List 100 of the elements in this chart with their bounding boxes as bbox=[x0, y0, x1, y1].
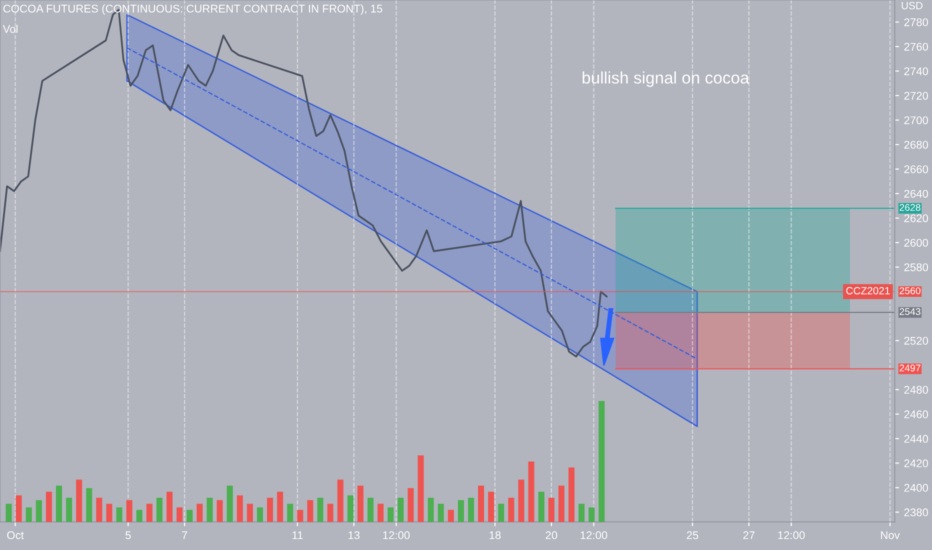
bar bbox=[277, 492, 284, 522]
bar bbox=[106, 504, 112, 522]
x-tick-label: 11 bbox=[292, 531, 303, 540]
y-tick-label: 2400 bbox=[904, 484, 928, 492]
x-tick-label: 12:00 bbox=[580, 531, 608, 540]
x-tick-label: 12:00 bbox=[778, 531, 805, 540]
x-tick-label: Nov bbox=[881, 531, 900, 540]
bar bbox=[26, 507, 32, 522]
bar bbox=[368, 498, 374, 522]
y-tick-label: 2460 bbox=[904, 410, 928, 418]
x-tick-label: 27 bbox=[743, 531, 755, 540]
bar bbox=[226, 486, 233, 522]
bar bbox=[186, 510, 193, 522]
ref-line-label: 2560 bbox=[900, 287, 920, 294]
bar bbox=[126, 500, 132, 522]
bar bbox=[96, 498, 102, 522]
bar bbox=[388, 507, 394, 522]
bar bbox=[6, 504, 12, 522]
annotation: CCZ2021 bbox=[846, 287, 890, 294]
x-tick-label: 18 bbox=[490, 531, 501, 540]
bar bbox=[327, 504, 334, 522]
bar bbox=[408, 488, 414, 522]
bar bbox=[468, 498, 474, 522]
x-tick-label: 13 bbox=[348, 531, 360, 540]
y-tick-label: 2700 bbox=[904, 116, 928, 124]
bar bbox=[428, 498, 434, 522]
y-tick-label: 2620 bbox=[904, 214, 928, 222]
y-axis-title: USD bbox=[902, 2, 922, 10]
bar bbox=[438, 504, 444, 522]
ref-line-label: 2497 bbox=[900, 364, 920, 372]
bar bbox=[548, 498, 554, 522]
y-tick-label: 2740 bbox=[904, 67, 928, 76]
bar bbox=[448, 510, 454, 522]
ref-line-label: 2628 bbox=[900, 204, 920, 211]
y-tick-label: 2580 bbox=[904, 263, 928, 272]
bar bbox=[146, 504, 152, 522]
bar bbox=[458, 500, 464, 522]
bar bbox=[76, 480, 82, 522]
x-tick-label: 25 bbox=[686, 531, 698, 540]
bar bbox=[307, 500, 314, 522]
bar bbox=[337, 480, 344, 522]
bar bbox=[538, 492, 544, 522]
bar bbox=[267, 498, 274, 522]
bar bbox=[156, 498, 163, 522]
y-tick-label: 2780 bbox=[904, 18, 928, 26]
bar bbox=[206, 498, 213, 522]
y-tick-label: 2640 bbox=[904, 190, 928, 198]
y-tick-label: 2760 bbox=[904, 42, 928, 51]
bar bbox=[478, 486, 484, 522]
bar bbox=[378, 504, 384, 522]
bar bbox=[166, 492, 173, 522]
bar bbox=[287, 504, 294, 522]
bar bbox=[508, 498, 514, 522]
bar bbox=[136, 510, 142, 522]
bar bbox=[196, 504, 203, 522]
bar bbox=[216, 500, 223, 522]
bar bbox=[36, 500, 42, 522]
annotation: bullish signal on cocoa bbox=[582, 71, 750, 87]
y-tick-label: 2720 bbox=[904, 92, 928, 100]
y-tick-label: 2520 bbox=[904, 336, 928, 345]
bar bbox=[528, 461, 534, 522]
bar bbox=[568, 468, 575, 522]
bar bbox=[297, 510, 304, 522]
bar bbox=[56, 486, 62, 522]
y-tick-label: 2680 bbox=[904, 140, 928, 149]
bar bbox=[236, 495, 243, 522]
bar bbox=[16, 495, 22, 522]
bar bbox=[398, 498, 404, 522]
y-tick-label: 2600 bbox=[904, 238, 928, 247]
bar bbox=[116, 507, 122, 522]
x-tick-label: 12:00 bbox=[383, 531, 410, 540]
chart-title: COCOA FUTURES (CONTINUOUS: CURRENT CONTRACT IN FRONT), 15 bbox=[3, 4, 382, 15]
bar bbox=[357, 486, 364, 522]
y-tick-label: 2660 bbox=[904, 165, 928, 174]
bar bbox=[488, 492, 494, 522]
bar bbox=[86, 488, 92, 522]
bar bbox=[256, 507, 263, 522]
bar bbox=[418, 455, 424, 522]
bar bbox=[598, 400, 605, 522]
bar bbox=[498, 504, 504, 522]
y-tick-label: 2480 bbox=[904, 386, 928, 394]
bar bbox=[246, 504, 253, 522]
x-tick-label: 5 bbox=[126, 531, 131, 540]
bar bbox=[518, 480, 524, 522]
chart-title: Vol bbox=[2, 24, 18, 33]
bar bbox=[558, 486, 564, 522]
y-tick-label: 2440 bbox=[904, 434, 928, 443]
y-tick-label: 2420 bbox=[904, 459, 928, 468]
bar bbox=[317, 498, 324, 522]
ref-line-label: 2543 bbox=[900, 308, 920, 316]
bar bbox=[588, 507, 595, 522]
x-tick-label: 7 bbox=[182, 531, 188, 540]
bar bbox=[66, 498, 72, 522]
y-tick-label: 2380 bbox=[904, 508, 928, 516]
x-tick-label: 20 bbox=[546, 531, 558, 540]
bar bbox=[46, 492, 52, 522]
x-tick-label: Oct bbox=[7, 531, 24, 540]
bar bbox=[578, 504, 585, 522]
bar bbox=[176, 507, 183, 522]
bar bbox=[347, 495, 354, 522]
